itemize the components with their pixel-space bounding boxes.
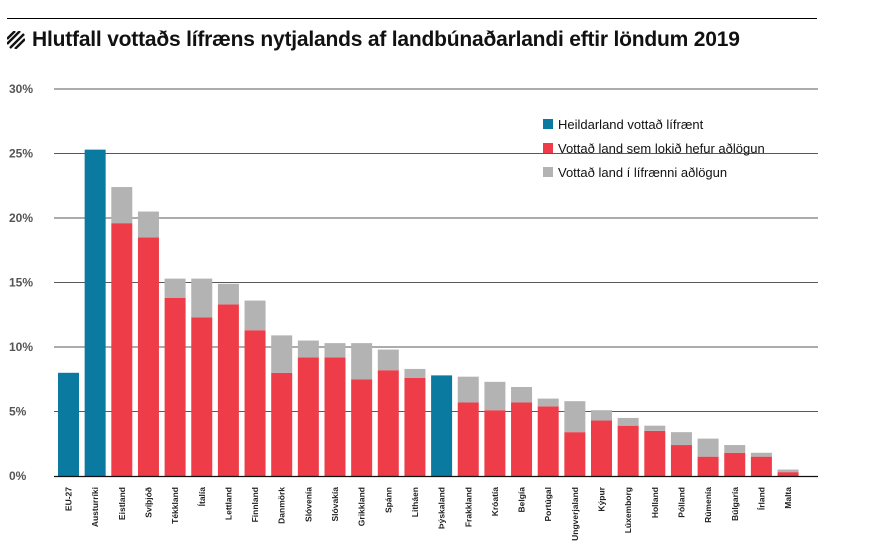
x-tick-label: Litháen [410,487,420,517]
bar-segment [111,187,133,224]
bar-segment [404,377,426,476]
bar-segment [404,368,426,378]
x-tick-label: Lúxemborg [623,487,633,533]
x-tick-label: Búlgaría [730,487,740,521]
title-row: Hlutfall vottaðs lífræns nytjalands af l… [7,27,740,53]
legend-label: Heildarland vottað lífrænt [558,117,704,132]
x-tick-label: Finnland [250,487,260,522]
x-tick-label: Frakkland [463,487,473,527]
bar-segment [431,375,453,476]
y-tick-label: 15% [9,276,33,290]
bar-segment [191,278,213,318]
bar-segment [537,398,559,407]
bar-segment [564,432,586,476]
bar-segment [217,304,239,476]
x-tick-label: Austurríki [90,487,100,527]
x-tick-label: Rúmenía [703,487,713,523]
x-tick-label: Lettland [223,487,233,520]
bar-segment [164,297,186,476]
bar-segment [511,386,533,403]
bar-segment [84,149,106,476]
x-tick-label: Pólland [676,487,686,518]
bar-segment [724,452,746,476]
bar-segment [591,410,612,421]
x-tick-label: Slóvenía [303,487,313,522]
bar-segment [697,438,719,457]
bar-segment [670,432,692,446]
hatch-icon [7,31,25,49]
bar-segment [644,430,666,476]
bar-segment [750,452,772,457]
legend-swatch [543,143,553,153]
bar-segment [58,372,79,476]
bar-segment [537,406,559,476]
y-tick-label: 10% [9,340,33,354]
bar-segment [137,211,159,238]
x-tick-label: Spánn [383,487,393,513]
bar-segment [351,343,373,380]
bar-segment [324,343,346,358]
x-tick-label: Ungverjaland [570,487,580,541]
bar-segment [191,317,213,476]
bar-segment [244,330,266,476]
x-tick-label: Grikkland [357,487,367,526]
bar-segment [697,456,719,476]
bar-segment [137,237,159,476]
bar-segment [111,223,133,476]
bar-segment [724,445,746,453]
x-tick-label: Belgía [517,487,527,513]
x-tick-label: Holland [650,487,660,518]
bar-segment [244,300,266,331]
bar-segment [750,456,772,476]
x-tick-label: Svíþjóð [143,487,153,518]
bar-segment [591,420,612,476]
bar-segment [217,283,239,305]
x-tick-label: Þýskaland [437,487,447,529]
x-tick-label: Tékkland [170,487,180,524]
bar-segment [164,278,186,298]
bar-segment [297,357,319,476]
bar-segment [484,381,506,411]
bar-segment [297,340,319,358]
x-tick-label: Ítalía [197,487,207,507]
x-tick-label: Malta [783,487,793,509]
y-tick-label: 20% [9,211,33,225]
x-tick-label: Slóvakía [330,487,340,522]
top-rule [7,18,817,19]
chart-title: Hlutfall vottaðs lífræns nytjalands af l… [32,28,740,51]
x-tick-label: Eistland [117,487,127,520]
bar-segment [457,402,479,476]
x-tick-label: EU-27 [64,487,74,511]
legend-label: Vottað land í lífrænni aðlögun [558,165,727,180]
bar-segment [644,425,666,431]
bar-segment [777,469,799,473]
legend-swatch [543,119,553,129]
bar-segment [271,372,293,476]
bar-segment [777,472,799,476]
x-tick-label: Danmörk [277,487,287,524]
bar-segment [617,417,639,426]
y-tick-label: 30% [9,82,33,96]
bar-segment [351,379,373,476]
x-tick-label: Króatía [490,487,500,517]
bar-segment [377,370,399,476]
bar-segment [377,349,399,371]
x-tick-label: Kýpur [597,486,607,511]
y-tick-label: 5% [9,405,27,419]
legend-swatch [543,167,553,177]
x-tick-label: Írland [756,487,766,510]
y-tick-label: 25% [9,147,33,161]
bar-segment [324,357,346,476]
bar-segment [617,425,639,476]
bar-segment [457,376,479,403]
x-tick-label: Portúgal [543,487,553,521]
bar-segment [670,445,692,476]
legend-label: Vottað land sem lokið hefur aðlögun [558,141,765,156]
bar-segment [484,410,506,476]
bar-segment [271,335,293,373]
bar-segment [564,401,586,433]
bar-segment [511,402,533,476]
y-tick-label: 0% [9,469,27,483]
